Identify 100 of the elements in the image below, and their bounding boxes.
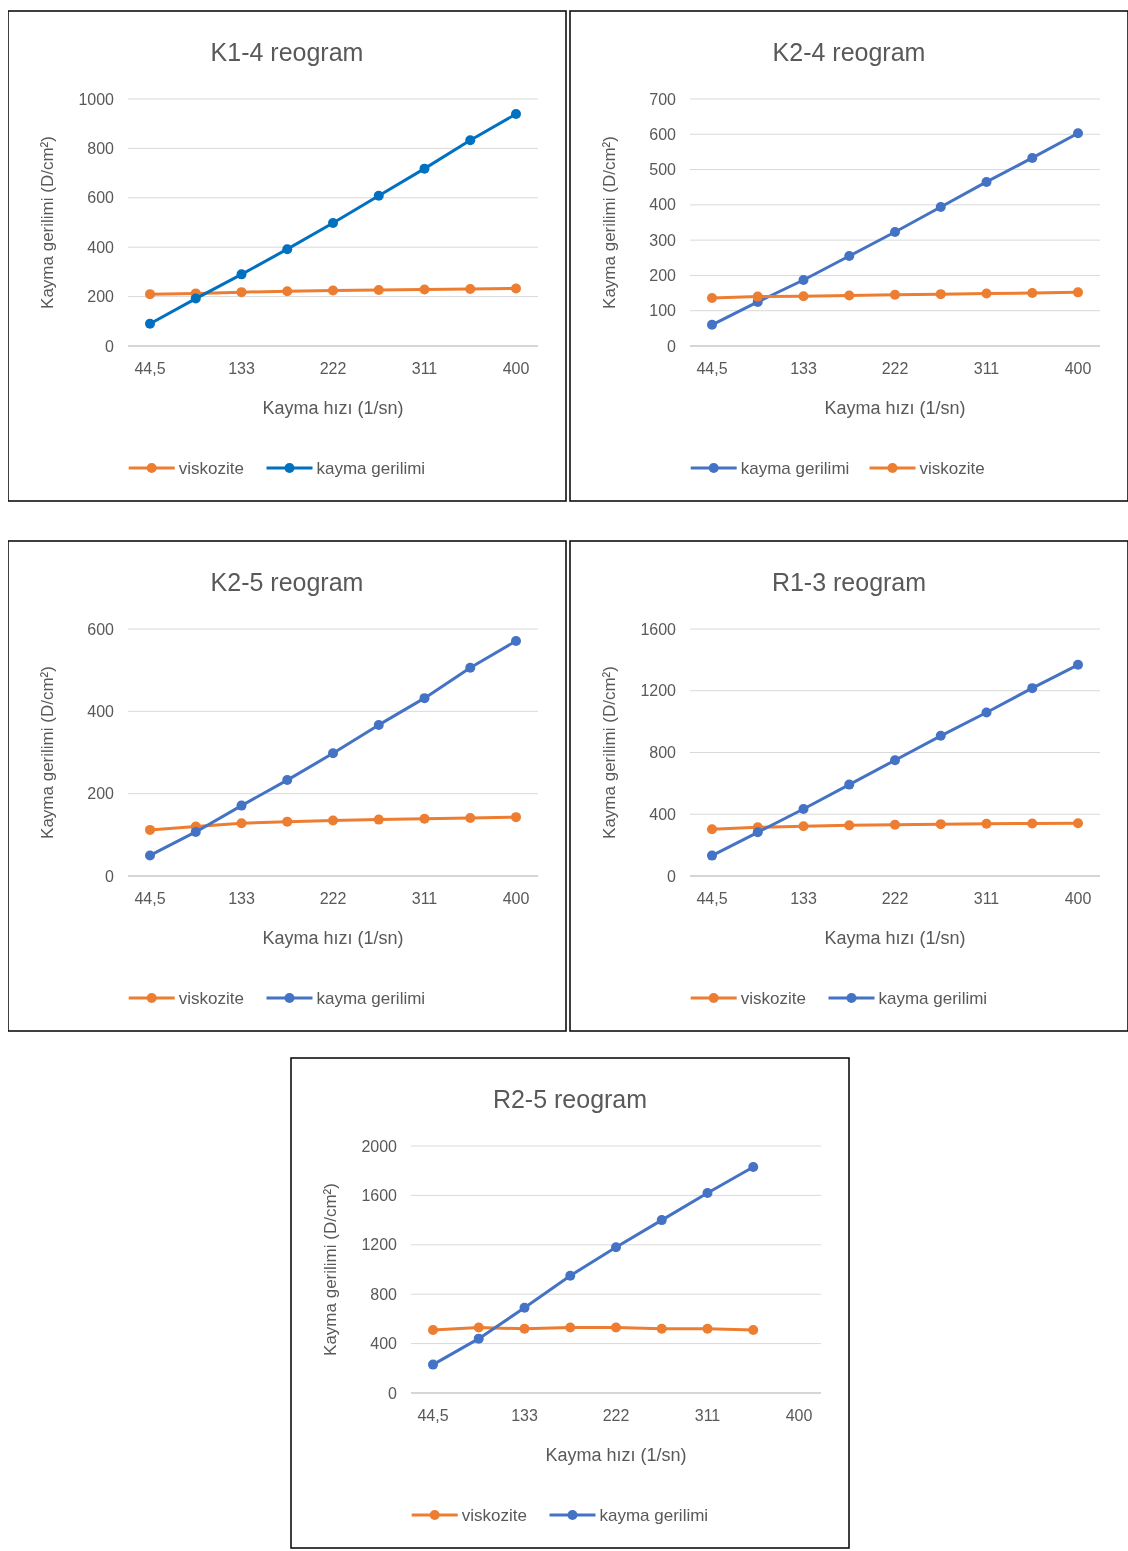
y-tick-label: 500 (649, 161, 677, 179)
point (145, 850, 155, 861)
point (419, 813, 430, 824)
point (565, 1270, 576, 1281)
x-tick-label: 222 (319, 890, 347, 907)
point (328, 748, 338, 759)
y-axis-title: Kayma gerilimi (D/cm²) (38, 136, 57, 309)
y-axis-title: Kayma gerilimi (D/cm²) (600, 666, 619, 839)
chart-title: K2-5 reogram (210, 568, 364, 596)
y-tick-label: 200 (87, 288, 115, 306)
y-tick-label: 300 (649, 231, 677, 249)
point (798, 804, 809, 814)
x-tick-label: 222 (602, 1407, 630, 1424)
x-axis-title: Kayma hızı (1/sn) (545, 1445, 687, 1465)
x-tick-label: 222 (881, 360, 909, 377)
point (428, 1325, 438, 1336)
y-tick-label: 800 (370, 1285, 398, 1303)
point (1073, 818, 1083, 829)
point (752, 827, 763, 838)
point (798, 275, 809, 286)
x-axis-title: Kayma hızı (1/sn) (824, 398, 966, 418)
point (981, 818, 992, 829)
point (511, 283, 521, 294)
legend-label: viskozite (919, 458, 985, 478)
point (748, 1161, 759, 1172)
x-axis-title: Kayma hızı (1/sn) (262, 398, 404, 418)
y-tick-label: 1200 (361, 1236, 398, 1254)
y-tick-label: 400 (87, 238, 115, 256)
x-tick-label: 44,5 (696, 360, 728, 377)
point (473, 1322, 484, 1333)
point (190, 826, 201, 837)
point (519, 1302, 530, 1313)
legend-label: viskozite (178, 988, 244, 1008)
x-tick-label: 44,5 (134, 360, 166, 377)
legend-label: kayma gerilimi (599, 1505, 709, 1525)
point (1073, 659, 1083, 670)
point (890, 755, 900, 766)
point (844, 251, 855, 262)
point (798, 291, 809, 302)
point (282, 244, 293, 255)
point (236, 269, 247, 280)
x-tick-label: 311 (411, 890, 438, 907)
point (419, 284, 430, 295)
point (145, 289, 155, 300)
point (282, 286, 293, 297)
point (798, 821, 809, 832)
point (282, 775, 293, 786)
point (844, 779, 855, 790)
y-tick-label: 800 (87, 140, 115, 157)
point (890, 227, 900, 238)
point (702, 1323, 713, 1334)
point (981, 176, 992, 187)
point (656, 1215, 667, 1226)
chart-title: R2-5 reogram (492, 1085, 648, 1113)
point (465, 283, 476, 294)
point (707, 824, 717, 835)
point (656, 1323, 667, 1334)
x-tick-label: 311 (973, 360, 1000, 377)
y-tick-label: 1000 (78, 90, 115, 108)
legend-label: kayma gerilimi (740, 458, 850, 478)
point (890, 289, 900, 300)
point (190, 293, 201, 304)
point (428, 1359, 438, 1370)
y-axis-title: Kayma gerilimi (D/cm²) (600, 136, 619, 309)
x-tick-label: 400 (502, 890, 530, 907)
point (473, 1333, 484, 1344)
point (1073, 287, 1083, 298)
point (1027, 288, 1038, 299)
x-tick-label: 311 (411, 360, 438, 377)
point (702, 1187, 713, 1198)
point (981, 288, 992, 299)
point (707, 319, 717, 330)
chart-title: K1-4 reogram (210, 38, 364, 66)
point (1073, 128, 1083, 139)
point (752, 291, 763, 302)
point (511, 812, 521, 823)
y-tick-label: 400 (649, 196, 677, 214)
point (844, 290, 855, 301)
point (282, 816, 293, 827)
point (373, 814, 384, 825)
point (1027, 818, 1038, 829)
y-tick-label: 100 (649, 302, 677, 320)
point (373, 719, 384, 730)
x-tick-label: 400 (1064, 890, 1092, 907)
point (373, 284, 384, 295)
y-tick-label: 600 (87, 620, 115, 638)
point (145, 824, 155, 835)
point (981, 707, 992, 718)
y-tick-label: 0 (388, 1384, 398, 1402)
point (328, 815, 338, 826)
y-axis-title: Kayma gerilimi (D/cm²) (321, 1183, 340, 1356)
legend-label: viskozite (740, 988, 806, 1008)
x-tick-label: 133 (228, 890, 255, 907)
x-tick-label: 44,5 (134, 890, 166, 907)
legend-label: kayma gerilimi (316, 458, 426, 478)
x-tick-label: 311 (973, 890, 1000, 907)
x-tick-label: 400 (502, 360, 530, 377)
y-tick-label: 600 (87, 189, 115, 207)
y-tick-label: 200 (649, 267, 677, 285)
point (236, 800, 247, 811)
